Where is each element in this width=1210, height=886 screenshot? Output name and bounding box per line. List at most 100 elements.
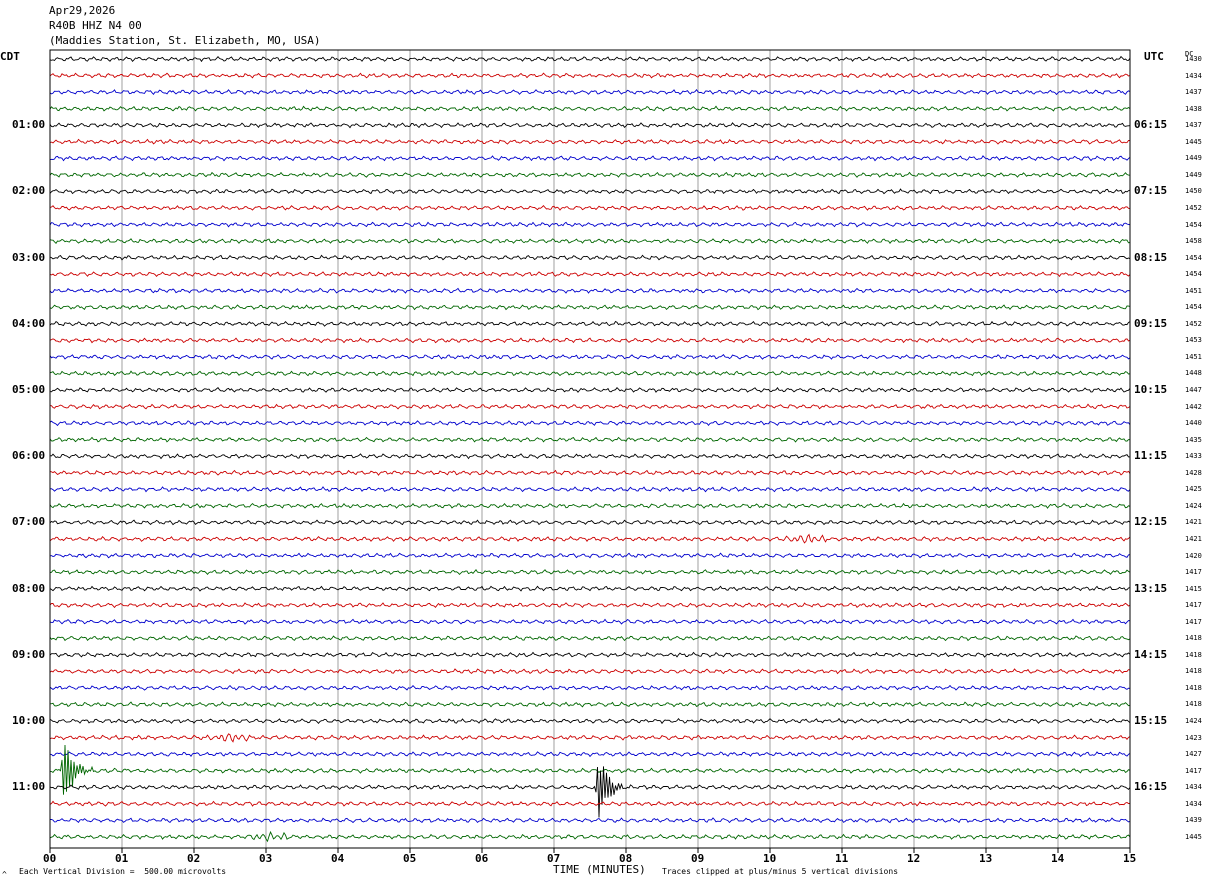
trace-row xyxy=(49,221,1131,228)
dc-value-label: 1433 xyxy=(1185,452,1202,461)
dc-value-label: 1417 xyxy=(1185,601,1202,610)
dc-value-label: 1454 xyxy=(1185,220,1202,229)
trace-group xyxy=(49,55,1131,843)
x-tick-label: 04 xyxy=(331,852,345,865)
trace-row xyxy=(49,668,1131,675)
dc-value-label: 1447 xyxy=(1185,386,1202,394)
x-tick-label: 00 xyxy=(43,852,57,865)
trace-row xyxy=(49,830,1131,843)
right-hour-label: 15:15 xyxy=(1134,714,1168,727)
trace-row xyxy=(49,55,1131,63)
dc-value-label: 1438 xyxy=(1185,104,1202,113)
dc-value-label: 1424 xyxy=(1185,501,1202,510)
trace-row xyxy=(49,72,1131,79)
trace-row xyxy=(49,684,1131,691)
trace-row xyxy=(49,304,1131,311)
trace-row xyxy=(49,502,1131,509)
trace-row xyxy=(49,533,1131,544)
left-hour-label: 11:00 xyxy=(12,780,46,794)
dc-value-label: 1427 xyxy=(1185,750,1202,759)
left-hour-label: 05:00 xyxy=(12,383,46,396)
trace-row xyxy=(49,717,1131,725)
trace-row xyxy=(49,733,1131,743)
dc-value-label: 1417 xyxy=(1185,766,1202,775)
x-tick-label: 03 xyxy=(259,852,273,865)
x-tick-label: 09 xyxy=(691,852,705,865)
dc-value-label: 1430 xyxy=(1185,55,1202,63)
trace-row xyxy=(49,635,1131,642)
trace-row xyxy=(49,354,1131,360)
dc-value-label: 1428 xyxy=(1185,468,1202,477)
dc-value-label: 1437 xyxy=(1185,121,1202,130)
right-hour-label: 07:15 xyxy=(1134,184,1168,198)
trace-row xyxy=(49,486,1131,493)
dc-value-label: 1418 xyxy=(1185,700,1202,709)
dc-value-label: 1453 xyxy=(1185,336,1202,345)
trace-row xyxy=(49,370,1131,377)
dc-value-label: 1449 xyxy=(1185,154,1202,163)
right-hour-label: 09:15 xyxy=(1134,316,1168,330)
right-hour-label: 08:15 xyxy=(1134,250,1168,264)
trace-row xyxy=(49,701,1131,708)
dc-header-label: DC xyxy=(1185,50,1194,58)
trace-row xyxy=(50,817,1131,824)
dc-value-label: 1451 xyxy=(1185,286,1202,295)
right-hour-label: 14:15 xyxy=(1134,647,1168,661)
right-hour-label: 13:15 xyxy=(1134,581,1168,595)
trace-row xyxy=(49,238,1131,245)
dc-value-label: 1421 xyxy=(1185,518,1202,527)
dc-value-label: 1439 xyxy=(1185,816,1202,825)
left-hour-label: 06:00 xyxy=(12,449,46,463)
trace-row xyxy=(49,254,1131,261)
x-tick-label: 07 xyxy=(547,852,561,865)
axis xyxy=(49,49,1131,853)
trace-row xyxy=(49,138,1131,145)
x-tick-label: 10 xyxy=(763,852,777,865)
left-timezone-label: CDT xyxy=(0,50,20,63)
dc-value-label: 1448 xyxy=(1185,369,1202,378)
x-tick-label: 02 xyxy=(187,852,201,865)
right-hour-label: 11:15 xyxy=(1134,449,1168,463)
trace-row xyxy=(49,205,1131,211)
location-label: (Maddies Station, St. Elizabeth, MO, USA… xyxy=(49,34,321,47)
trace-row xyxy=(49,751,1131,758)
dc-value-label: 1434 xyxy=(1185,783,1202,792)
right-hour-label: 06:15 xyxy=(1134,118,1168,132)
left-hour-label: 04:00 xyxy=(12,316,46,330)
dc-value-label: 1458 xyxy=(1185,237,1202,246)
x-tick-label: 11 xyxy=(835,852,849,865)
dc-value-label: 1449 xyxy=(1185,170,1202,179)
x-tick-label: 05 xyxy=(403,852,417,865)
dc-value-label: 1454 xyxy=(1185,303,1202,312)
left-hour-label: 03:00 xyxy=(12,250,46,264)
trace-row xyxy=(49,271,1131,278)
station-label: R40B HHZ N4 00 xyxy=(49,19,142,32)
trace-row xyxy=(49,320,1131,327)
trace-row xyxy=(49,337,1131,344)
dc-value-label: 1420 xyxy=(1185,551,1202,560)
left-hour-label: 02:00 xyxy=(12,184,46,198)
x-tick-label: 01 xyxy=(115,852,129,865)
trace-row xyxy=(49,171,1131,178)
right-timezone-label: UTC xyxy=(1144,50,1164,63)
dc-value-label: 1454 xyxy=(1185,253,1202,262)
dc-value-label: 1424 xyxy=(1185,717,1202,725)
dc-value-label: 1454 xyxy=(1185,270,1202,279)
trace-row xyxy=(49,88,1131,96)
dc-value-label: 1435 xyxy=(1185,435,1202,444)
dc-value-label: 1450 xyxy=(1185,187,1202,196)
dc-value-label: 1418 xyxy=(1185,650,1202,659)
left-hour-label: 01:00 xyxy=(12,118,46,132)
dc-value-label: 1434 xyxy=(1185,71,1202,80)
x-tick-label: 15 xyxy=(1123,852,1137,865)
trace-row xyxy=(49,585,1131,592)
trace-row xyxy=(49,602,1131,609)
trace-row xyxy=(49,436,1131,443)
x-axis-label: TIME (MINUTES) xyxy=(553,863,646,876)
trace-row xyxy=(49,122,1131,129)
dc-value-label: 1425 xyxy=(1185,485,1202,494)
trace-row xyxy=(49,618,1131,625)
trace-row xyxy=(49,569,1131,576)
trace-row xyxy=(49,420,1131,427)
